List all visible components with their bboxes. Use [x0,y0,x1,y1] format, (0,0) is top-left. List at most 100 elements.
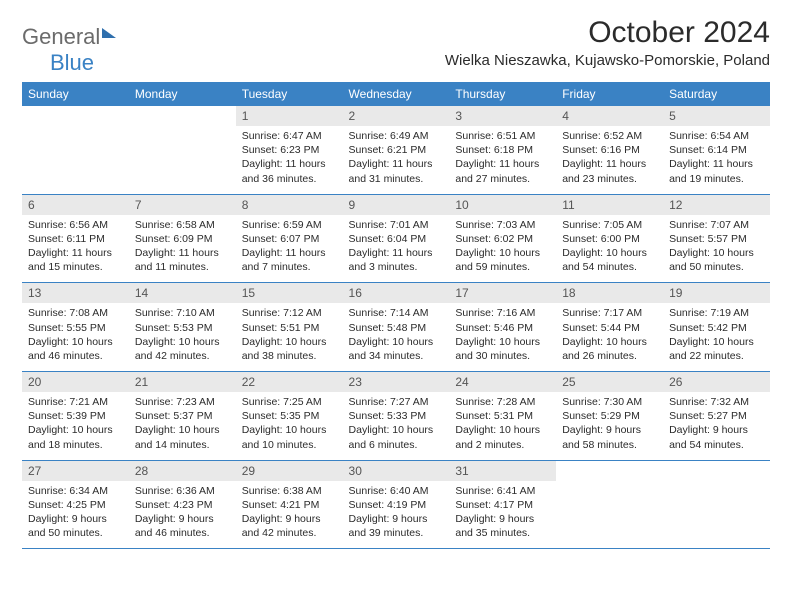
daylight-line: Daylight: 10 hours and 14 minutes. [135,423,230,451]
daylight-line: Daylight: 10 hours and 18 minutes. [28,423,123,451]
day-number-cell: 4 [556,106,663,126]
sunset-line: Sunset: 5:39 PM [28,409,123,423]
day-number-cell: 16 [343,283,450,304]
daynum-row: 6789101112 [22,194,770,215]
day-number-cell: 23 [343,372,450,393]
day-number-cell: 26 [663,372,770,393]
logo-text-general: General [22,24,100,49]
day-number-cell: 6 [22,194,129,215]
sunrise-line: Sunrise: 7:32 AM [669,395,764,409]
sunrise-line: Sunrise: 6:34 AM [28,484,123,498]
daylight-line: Daylight: 11 hours and 11 minutes. [135,246,230,274]
sunset-line: Sunset: 6:21 PM [349,143,444,157]
day-detail-cell: Sunrise: 7:01 AMSunset: 6:04 PMDaylight:… [343,215,450,283]
logo-triangle-icon [102,28,116,38]
day-detail-cell: Sunrise: 7:32 AMSunset: 5:27 PMDaylight:… [663,392,770,460]
sunset-line: Sunset: 5:51 PM [242,321,337,335]
day-detail-cell [129,126,236,194]
detail-row: Sunrise: 7:08 AMSunset: 5:55 PMDaylight:… [22,303,770,371]
day-detail-cell: Sunrise: 6:47 AMSunset: 6:23 PMDaylight:… [236,126,343,194]
sunset-line: Sunset: 6:02 PM [455,232,550,246]
logo: General Blue [22,24,116,76]
day-detail-cell: Sunrise: 7:14 AMSunset: 5:48 PMDaylight:… [343,303,450,371]
day-detail-cell: Sunrise: 7:23 AMSunset: 5:37 PMDaylight:… [129,392,236,460]
day-number-cell: 31 [449,460,556,481]
daylight-line: Daylight: 10 hours and 38 minutes. [242,335,337,363]
sunrise-line: Sunrise: 6:47 AM [242,129,337,143]
weekday-monday: Monday [129,82,236,106]
day-number-cell: 10 [449,194,556,215]
day-number-cell: 24 [449,372,556,393]
day-detail-cell: Sunrise: 7:27 AMSunset: 5:33 PMDaylight:… [343,392,450,460]
day-detail-cell [663,481,770,549]
day-detail-cell [22,126,129,194]
day-number-cell: 13 [22,283,129,304]
day-detail-cell: Sunrise: 6:56 AMSunset: 6:11 PMDaylight:… [22,215,129,283]
sunset-line: Sunset: 6:23 PM [242,143,337,157]
daynum-row: 12345 [22,106,770,126]
sunrise-line: Sunrise: 7:19 AM [669,306,764,320]
daylight-line: Daylight: 10 hours and 10 minutes. [242,423,337,451]
sunset-line: Sunset: 5:44 PM [562,321,657,335]
sunrise-line: Sunrise: 7:28 AM [455,395,550,409]
sunset-line: Sunset: 4:17 PM [455,498,550,512]
detail-row: Sunrise: 6:34 AMSunset: 4:25 PMDaylight:… [22,481,770,549]
weekday-tuesday: Tuesday [236,82,343,106]
sunset-line: Sunset: 5:35 PM [242,409,337,423]
daylight-line: Daylight: 11 hours and 31 minutes. [349,157,444,185]
sunrise-line: Sunrise: 7:12 AM [242,306,337,320]
sunrise-line: Sunrise: 7:27 AM [349,395,444,409]
day-detail-cell: Sunrise: 6:38 AMSunset: 4:21 PMDaylight:… [236,481,343,549]
page-title: October 2024 [445,16,770,50]
day-detail-cell: Sunrise: 7:05 AMSunset: 6:00 PMDaylight:… [556,215,663,283]
sunset-line: Sunset: 6:16 PM [562,143,657,157]
day-number-cell: 30 [343,460,450,481]
day-detail-cell: Sunrise: 7:30 AMSunset: 5:29 PMDaylight:… [556,392,663,460]
daylight-line: Daylight: 10 hours and 22 minutes. [669,335,764,363]
sunrise-line: Sunrise: 6:59 AM [242,218,337,232]
day-number-cell [129,106,236,126]
daylight-line: Daylight: 11 hours and 36 minutes. [242,157,337,185]
daylight-line: Daylight: 9 hours and 35 minutes. [455,512,550,540]
daylight-line: Daylight: 9 hours and 50 minutes. [28,512,123,540]
daylight-line: Daylight: 10 hours and 54 minutes. [562,246,657,274]
daylight-line: Daylight: 11 hours and 3 minutes. [349,246,444,274]
sunrise-line: Sunrise: 6:56 AM [28,218,123,232]
day-detail-cell: Sunrise: 7:03 AMSunset: 6:02 PMDaylight:… [449,215,556,283]
sunset-line: Sunset: 6:00 PM [562,232,657,246]
daylight-line: Daylight: 11 hours and 19 minutes. [669,157,764,185]
day-detail-cell: Sunrise: 7:25 AMSunset: 5:35 PMDaylight:… [236,392,343,460]
day-number-cell: 7 [129,194,236,215]
day-detail-cell: Sunrise: 7:21 AMSunset: 5:39 PMDaylight:… [22,392,129,460]
sunrise-line: Sunrise: 7:10 AM [135,306,230,320]
sunset-line: Sunset: 5:37 PM [135,409,230,423]
sunrise-line: Sunrise: 6:38 AM [242,484,337,498]
weekday-friday: Friday [556,82,663,106]
weekday-wednesday: Wednesday [343,82,450,106]
day-number-cell: 8 [236,194,343,215]
daylight-line: Daylight: 11 hours and 23 minutes. [562,157,657,185]
sunset-line: Sunset: 5:46 PM [455,321,550,335]
daylight-line: Daylight: 9 hours and 58 minutes. [562,423,657,451]
sunset-line: Sunset: 6:18 PM [455,143,550,157]
daylight-line: Daylight: 10 hours and 46 minutes. [28,335,123,363]
daylight-line: Daylight: 11 hours and 15 minutes. [28,246,123,274]
sunrise-line: Sunrise: 6:41 AM [455,484,550,498]
day-detail-cell: Sunrise: 7:28 AMSunset: 5:31 PMDaylight:… [449,392,556,460]
sunrise-line: Sunrise: 6:51 AM [455,129,550,143]
sunrise-line: Sunrise: 7:30 AM [562,395,657,409]
day-number-cell [556,460,663,481]
day-detail-cell: Sunrise: 6:36 AMSunset: 4:23 PMDaylight:… [129,481,236,549]
sunrise-line: Sunrise: 7:05 AM [562,218,657,232]
sunset-line: Sunset: 6:11 PM [28,232,123,246]
sunrise-line: Sunrise: 7:07 AM [669,218,764,232]
calendar-table: Sunday Monday Tuesday Wednesday Thursday… [22,82,770,549]
day-detail-cell: Sunrise: 6:40 AMSunset: 4:19 PMDaylight:… [343,481,450,549]
detail-row: Sunrise: 6:47 AMSunset: 6:23 PMDaylight:… [22,126,770,194]
day-detail-cell: Sunrise: 6:51 AMSunset: 6:18 PMDaylight:… [449,126,556,194]
day-number-cell: 15 [236,283,343,304]
day-number-cell: 14 [129,283,236,304]
day-number-cell: 2 [343,106,450,126]
weekday-sunday: Sunday [22,82,129,106]
daynum-row: 20212223242526 [22,372,770,393]
